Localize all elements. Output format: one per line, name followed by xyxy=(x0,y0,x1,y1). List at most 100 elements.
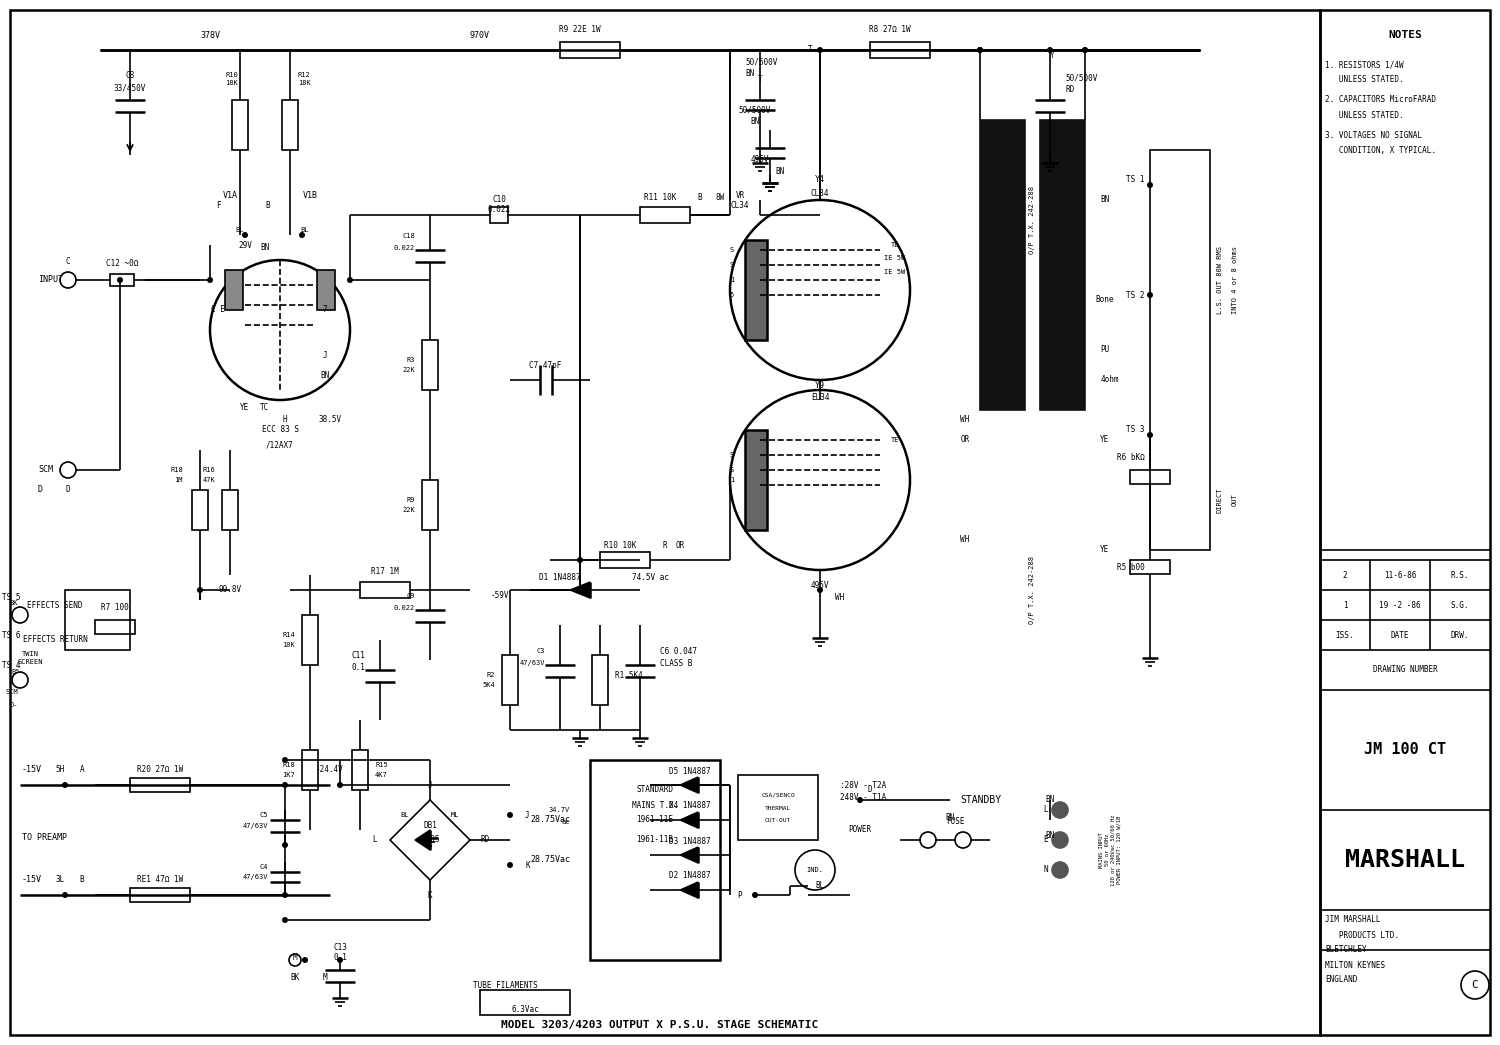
Circle shape xyxy=(976,47,982,53)
Bar xyxy=(1040,120,1084,410)
Text: R1 5K4: R1 5K4 xyxy=(615,671,642,679)
Text: 50/500V: 50/500V xyxy=(1065,73,1098,83)
Bar xyxy=(232,100,248,150)
Text: O/P T.X. 242-288: O/P T.X. 242-288 xyxy=(1029,556,1035,624)
Text: ISS.: ISS. xyxy=(1335,630,1354,640)
Text: L.S. OUT 80W RMS: L.S. OUT 80W RMS xyxy=(1216,246,1222,314)
Text: 1. RESISTORS 1/4W: 1. RESISTORS 1/4W xyxy=(1324,61,1404,70)
Text: 3. VOLTAGES NO SIGNAL: 3. VOLTAGES NO SIGNAL xyxy=(1324,131,1422,139)
Text: 248V - T1A: 248V - T1A xyxy=(840,793,886,803)
Text: 0.022: 0.022 xyxy=(393,605,416,611)
Text: WH: WH xyxy=(836,594,844,603)
Bar xyxy=(130,777,190,792)
Text: -24.4V: -24.4V xyxy=(316,766,344,774)
Bar xyxy=(980,120,1024,410)
Circle shape xyxy=(818,587,824,593)
Circle shape xyxy=(1148,292,1154,298)
Text: RD: RD xyxy=(480,836,489,844)
Text: TS 5: TS 5 xyxy=(2,594,20,603)
Text: STANDARD: STANDARD xyxy=(636,786,674,794)
Text: BL: BL xyxy=(816,881,825,889)
Text: BN: BN xyxy=(321,371,330,379)
Text: O/P T.X. 242-288: O/P T.X. 242-288 xyxy=(1029,186,1035,254)
Text: CL34: CL34 xyxy=(810,188,830,198)
Text: 1: 1 xyxy=(730,277,734,283)
Text: N: N xyxy=(1044,865,1048,875)
Text: IE 5W: IE 5W xyxy=(885,255,906,261)
Text: 6.3Vac: 6.3Vac xyxy=(512,1005,538,1015)
Text: BN: BN xyxy=(1046,795,1054,805)
Text: S: S xyxy=(730,467,734,473)
Text: R7 100: R7 100 xyxy=(100,604,129,612)
Bar xyxy=(282,100,298,150)
Text: 18K: 18K xyxy=(225,80,237,86)
Circle shape xyxy=(1148,182,1154,188)
Text: VR: VR xyxy=(735,190,744,200)
Polygon shape xyxy=(680,777,698,793)
Circle shape xyxy=(196,587,202,593)
Text: J: J xyxy=(427,781,432,790)
Bar xyxy=(560,42,620,59)
Text: 1K7: 1K7 xyxy=(282,772,296,777)
Text: EFFECTS RETURN: EFFECTS RETURN xyxy=(22,635,87,645)
Text: S: S xyxy=(730,452,734,458)
Text: 50/500V: 50/500V xyxy=(746,57,777,67)
Text: M: M xyxy=(292,953,297,962)
Text: C13: C13 xyxy=(333,944,346,952)
Bar xyxy=(1130,560,1170,574)
Text: WH: WH xyxy=(960,416,969,424)
Text: BN: BN xyxy=(750,117,759,126)
Text: BLETCHLEY: BLETCHLEY xyxy=(1324,946,1366,954)
Circle shape xyxy=(62,782,68,788)
Text: R20 27Ω 1W: R20 27Ω 1W xyxy=(136,766,183,774)
Text: 10K: 10K xyxy=(282,642,296,648)
Bar xyxy=(352,750,368,790)
Circle shape xyxy=(578,557,584,563)
Circle shape xyxy=(338,957,344,963)
Text: ML: ML xyxy=(450,812,459,818)
Bar xyxy=(1130,470,1170,484)
Text: SCM: SCM xyxy=(38,465,52,474)
Bar xyxy=(592,655,608,705)
Text: R9 22E 1W: R9 22E 1W xyxy=(560,25,602,34)
Circle shape xyxy=(338,782,344,788)
Text: R.S.: R.S. xyxy=(1450,571,1468,580)
Bar xyxy=(590,760,720,960)
Bar xyxy=(360,582,410,598)
Text: C E: C E xyxy=(211,305,225,315)
Text: BN: BN xyxy=(746,69,754,77)
Text: R12: R12 xyxy=(298,72,310,78)
Text: 2: 2 xyxy=(1342,571,1347,580)
Circle shape xyxy=(282,918,288,923)
Polygon shape xyxy=(680,882,698,898)
Bar xyxy=(422,480,438,530)
Bar xyxy=(130,888,190,902)
Text: NOTES: NOTES xyxy=(1388,30,1422,40)
Text: T: T xyxy=(758,75,762,85)
Text: C10: C10 xyxy=(492,195,506,205)
Text: B: B xyxy=(266,201,270,209)
Text: R2: R2 xyxy=(486,672,495,678)
Polygon shape xyxy=(570,582,590,598)
Text: R6 bKΩ: R6 bKΩ xyxy=(1118,454,1144,463)
Polygon shape xyxy=(680,812,698,828)
Text: 22K: 22K xyxy=(402,367,416,373)
Text: A: A xyxy=(80,766,84,774)
Text: OUT: OUT xyxy=(1232,493,1238,507)
Text: 19 -2 -86: 19 -2 -86 xyxy=(1378,601,1420,609)
Text: JIM MARSHALL: JIM MARSHALL xyxy=(1324,915,1380,925)
Text: D4 1N4887: D4 1N4887 xyxy=(669,802,711,811)
Text: TC: TC xyxy=(261,403,270,413)
Circle shape xyxy=(282,842,288,847)
Text: UNLESS STATED.: UNLESS STATED. xyxy=(1324,75,1404,85)
Text: T: T xyxy=(728,50,732,60)
Text: S: S xyxy=(730,262,734,268)
Text: MAINS T.X.: MAINS T.X. xyxy=(632,800,678,810)
Text: 1961-11B: 1961-11B xyxy=(636,836,674,844)
Text: 5H: 5H xyxy=(56,766,64,774)
Text: DRW.: DRW. xyxy=(1450,630,1468,640)
Circle shape xyxy=(818,47,824,53)
Text: C: C xyxy=(1472,980,1479,990)
Text: 4ohm: 4ohm xyxy=(1101,375,1119,385)
Text: K: K xyxy=(525,860,530,869)
